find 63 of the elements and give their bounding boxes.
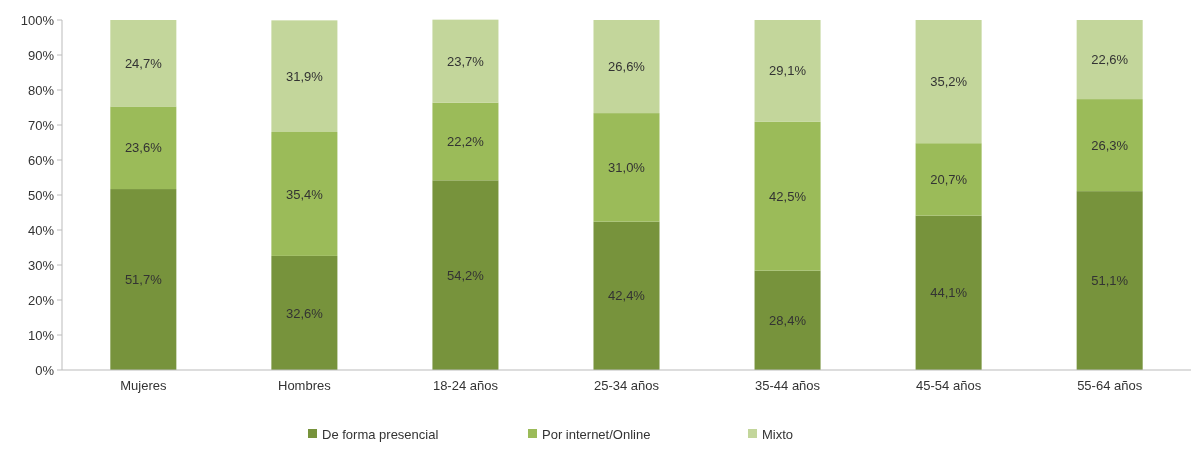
- bar: [271, 132, 338, 256]
- y-tick-label: 80%: [27, 82, 55, 98]
- y-tick-label: 50%: [27, 187, 55, 203]
- data-label: 23,7%: [447, 53, 485, 69]
- bar: [271, 255, 338, 370]
- x-tick-label: 18-24 años: [432, 378, 499, 393]
- bar: [915, 143, 982, 216]
- x-tick-label: Hombres: [278, 378, 332, 393]
- data-label: 23,6%: [124, 140, 163, 156]
- data-label: 26,3%: [1091, 137, 1129, 153]
- bar: [754, 270, 821, 370]
- data-label: 35,2%: [930, 74, 968, 90]
- y-tick-label: 10%: [27, 327, 55, 343]
- bar: [110, 106, 177, 190]
- bar: [110, 20, 177, 107]
- bar: [754, 121, 821, 271]
- data-label: 20,7%: [930, 171, 968, 187]
- bar: [754, 20, 821, 122]
- data-label: 22,2%: [447, 134, 485, 149]
- bar: [593, 221, 660, 370]
- bar: [432, 180, 499, 370]
- y-tick-label: 60%: [27, 152, 55, 168]
- data-label: 26,6%: [608, 59, 646, 75]
- y-tick-label: 20%: [27, 292, 55, 308]
- data-label: 28,4%: [769, 312, 807, 328]
- x-tick-label: 55-64 años: [1077, 378, 1143, 393]
- data-label: 54,2%: [447, 267, 485, 283]
- bar: [110, 189, 177, 370]
- bar: [432, 102, 499, 181]
- data-label: 44,1%: [930, 285, 968, 301]
- data-label: 31,9%: [285, 68, 324, 84]
- data-label: 31,0%: [608, 159, 646, 175]
- bar: [1076, 20, 1143, 100]
- bar: [1076, 99, 1143, 192]
- data-label: 51,1%: [1091, 273, 1129, 289]
- data-label: 42,5%: [769, 188, 807, 204]
- y-tick-label: 40%: [27, 222, 55, 238]
- y-tick-label: 70%: [27, 117, 55, 133]
- bar: [1076, 191, 1143, 370]
- data-label: 29,1%: [769, 63, 807, 79]
- bar: [593, 20, 660, 114]
- legend-label: Por internet/Online: [542, 426, 651, 442]
- data-label: 22,6%: [1091, 52, 1129, 68]
- bar: [432, 19, 499, 103]
- bar: [593, 113, 660, 222]
- x-tick-label: 35-44 años: [755, 378, 821, 393]
- y-tick-label: 0%: [35, 362, 55, 378]
- data-label: 35,4%: [285, 186, 324, 202]
- bar: [915, 215, 982, 370]
- x-tick-label: Mujeres: [120, 378, 167, 393]
- y-tick-label: 90%: [27, 47, 55, 63]
- legend-label: De forma presencial: [322, 426, 439, 442]
- y-tick-label: 30%: [27, 257, 55, 273]
- legend-label: Mixto: [762, 426, 794, 442]
- data-label: 32,6%: [285, 305, 324, 321]
- y-tick-label: 100%: [20, 12, 55, 28]
- data-label: 51,7%: [124, 272, 163, 288]
- x-tick-label: 25-34 años: [593, 378, 660, 393]
- data-label: 24,7%: [124, 55, 163, 71]
- bar: [271, 20, 338, 132]
- bar: [915, 20, 982, 144]
- x-tick-label: 45-54 años: [916, 378, 982, 393]
- data-label: 42,4%: [608, 288, 646, 304]
